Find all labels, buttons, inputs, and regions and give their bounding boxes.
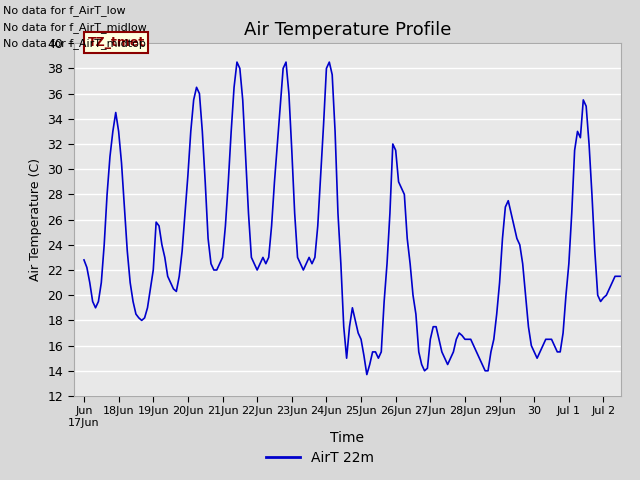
Title: Air Temperature Profile: Air Temperature Profile	[243, 21, 451, 39]
Text: No data for f_AirT_midlow: No data for f_AirT_midlow	[3, 22, 147, 33]
X-axis label: Time: Time	[330, 431, 364, 445]
Legend: AirT 22m: AirT 22m	[260, 445, 380, 471]
Text: No data for f_AirT_low: No data for f_AirT_low	[3, 5, 126, 16]
Text: TZ_tmet: TZ_tmet	[88, 36, 145, 49]
Y-axis label: Air Temperature (C): Air Temperature (C)	[29, 158, 42, 281]
Text: No data for f_AirT_midtop: No data for f_AirT_midtop	[3, 38, 146, 49]
